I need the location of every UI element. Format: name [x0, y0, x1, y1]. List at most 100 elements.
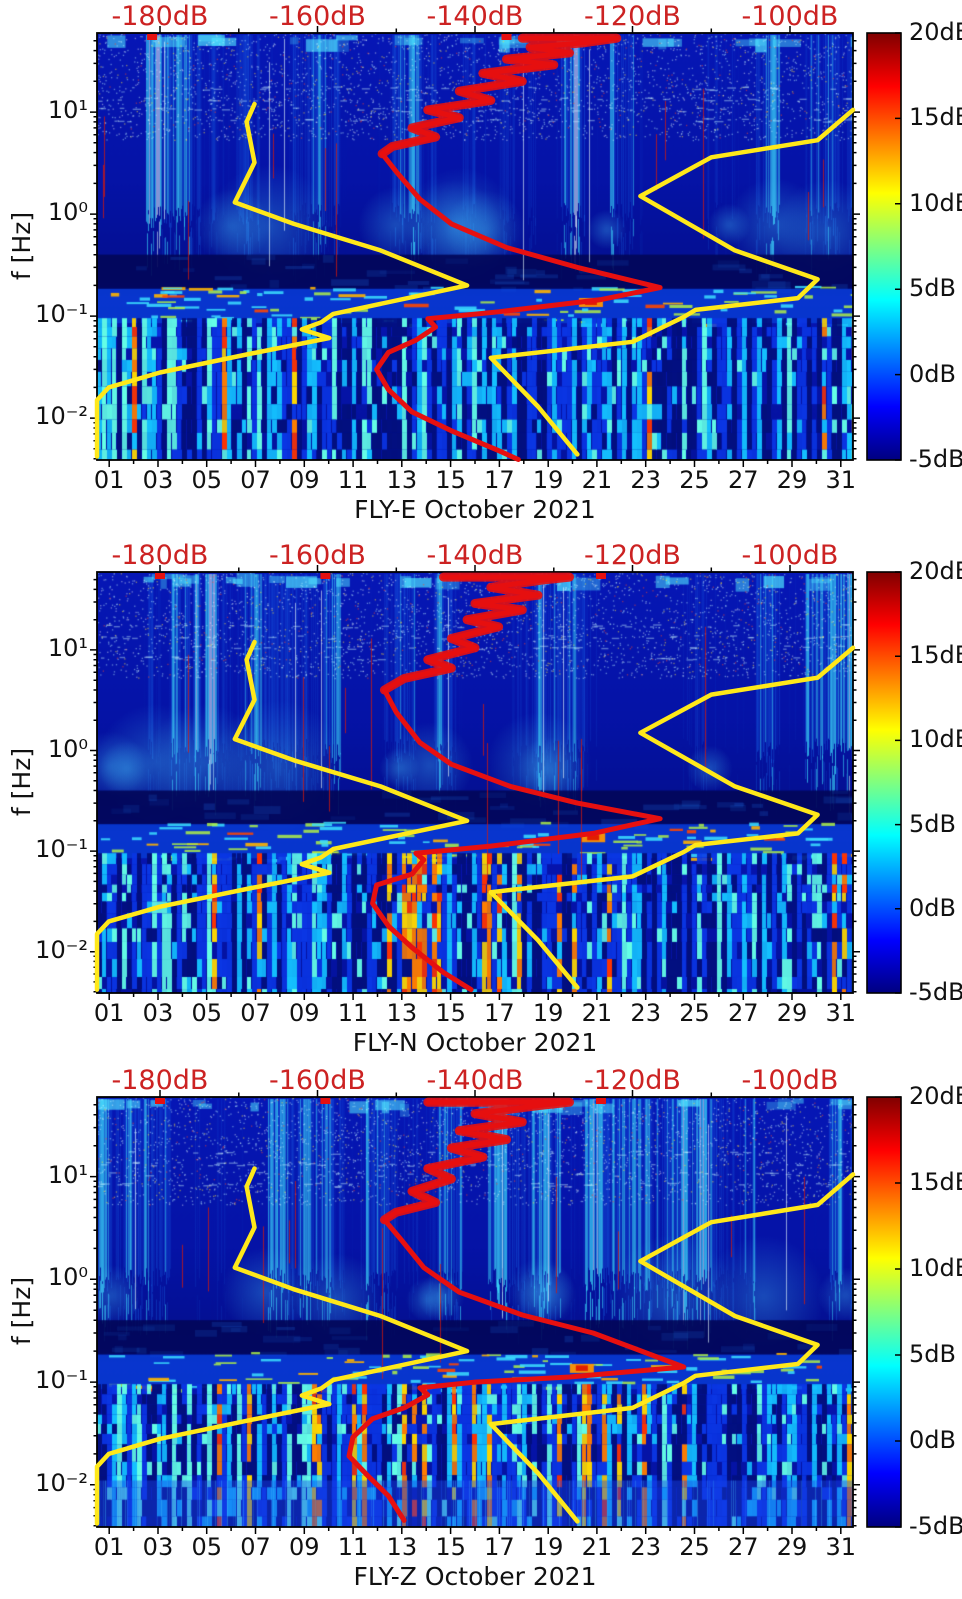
- x-tick-label: 15: [435, 466, 466, 494]
- x-tick-label: 11: [337, 999, 369, 1027]
- y-tick-label: 10⁰: [47, 198, 88, 227]
- x-tick-label: 17: [484, 999, 515, 1027]
- colorbar-tick-label: -5dB: [909, 978, 962, 1006]
- colorbar-tick-label: 15dB: [909, 103, 962, 132]
- colorbar-tick-label: 20dB: [909, 1082, 962, 1110]
- colorbar-tick-label: 20dB: [909, 557, 962, 585]
- x-tick-label: 31: [825, 1533, 857, 1561]
- x-tick-label: 25: [679, 1533, 710, 1561]
- spectrogram-canvas-fly-e: [97, 33, 853, 460]
- top-axis-label: -100dB: [741, 1065, 839, 1096]
- x-tick-label: 19: [532, 1533, 564, 1561]
- x-tick-label: 29: [776, 1533, 808, 1561]
- y-tick-label: 10⁰: [47, 734, 88, 763]
- y-axis-title: f [Hz]: [7, 211, 36, 280]
- colorbar-tick-label: 5dB: [909, 809, 956, 838]
- top-axis-label: -120dB: [584, 1065, 681, 1096]
- top-axis-label: -160dB: [269, 540, 366, 571]
- top-axis-label: -120dB: [584, 540, 681, 571]
- colorbar-tick-label: 0dB: [909, 1426, 956, 1454]
- top-axis-label: -180dB: [111, 1, 209, 32]
- colorbar-fly-z: [867, 1097, 901, 1527]
- x-tick-label: 23: [630, 466, 661, 494]
- x-tick-label: 21: [581, 1533, 613, 1561]
- colorbar-tick-label: 5dB: [909, 1340, 956, 1368]
- x-tick-label: 05: [191, 1533, 222, 1561]
- top-axis-label: -140dB: [426, 1065, 524, 1096]
- x-tick-label: 31: [825, 466, 857, 494]
- top-axis-label: -120dB: [584, 1, 681, 32]
- colorbar-fly-e: [867, 33, 901, 460]
- x-tick-label: 25: [679, 999, 710, 1027]
- x-tick-label: 27: [727, 1533, 759, 1561]
- x-tick-label: 09: [289, 466, 320, 494]
- colorbar-tick-label: 10dB: [909, 725, 962, 754]
- x-tick-label: 21: [581, 466, 613, 494]
- x-tick-label: 09: [289, 999, 320, 1027]
- colorbar-tick-label: 15dB: [909, 641, 962, 670]
- x-tick-label: 05: [191, 466, 222, 494]
- x-tick-label: 23: [630, 999, 661, 1027]
- x-tick-label: 13: [386, 999, 418, 1027]
- x-tick-label: 17: [484, 466, 515, 494]
- x-tick-label: 27: [727, 466, 759, 494]
- x-tick-label: 01: [93, 1533, 125, 1561]
- colorbar-tick-label: 0dB: [909, 359, 956, 388]
- x-tick-label: 13: [386, 466, 418, 494]
- colorbar-tick-label: 20dB: [909, 18, 962, 46]
- colorbar-tick-label: 15dB: [909, 1168, 962, 1196]
- x-tick-label: 01: [93, 466, 125, 494]
- x-tick-label: 17: [484, 1533, 515, 1561]
- x-tick-label: 15: [435, 999, 466, 1027]
- x-tick-label: 09: [289, 1533, 320, 1561]
- top-axis-label: -140dB: [426, 540, 524, 571]
- y-axis-title: f [Hz]: [7, 747, 36, 816]
- colorbar-tick-label: -5dB: [909, 445, 962, 473]
- x-tick-label: 03: [142, 466, 174, 494]
- colorbar-tick-label: 5dB: [909, 274, 956, 303]
- x-tick-label: 19: [532, 466, 564, 494]
- top-axis-label: -180dB: [111, 540, 209, 571]
- x-tick-label: 03: [142, 999, 174, 1027]
- top-axis-label: -100dB: [741, 540, 839, 571]
- x-tick-label: 31: [825, 999, 857, 1027]
- x-tick-label: 27: [727, 999, 759, 1027]
- y-tick-label: 10⁻¹: [35, 300, 88, 329]
- top-axis-label: -100dB: [741, 1, 839, 32]
- x-tick-label: 07: [240, 1533, 271, 1561]
- y-tick-label: 10⁻²: [35, 1468, 88, 1497]
- y-tick-label: 10⁻²: [35, 935, 88, 964]
- x-tick-label: 29: [776, 466, 808, 494]
- y-tick-label: 10⁻¹: [35, 1366, 88, 1395]
- x-axis-title: FLY-E October 2021: [354, 495, 596, 524]
- y-tick-label: 10⁻¹: [35, 835, 88, 864]
- top-axis-label: -160dB: [269, 1, 366, 32]
- x-tick-label: 03: [142, 1533, 174, 1561]
- x-tick-label: 01: [93, 999, 125, 1027]
- top-axis-label: -160dB: [269, 1065, 366, 1096]
- x-tick-label: 25: [679, 466, 710, 494]
- x-tick-label: 11: [337, 466, 369, 494]
- colorbar-tick-label: 10dB: [909, 1254, 962, 1282]
- x-tick-label: 07: [240, 466, 271, 494]
- x-tick-label: 21: [581, 999, 613, 1027]
- colorbar-tick-label: -5dB: [909, 1512, 962, 1540]
- top-axis-label: -140dB: [426, 1, 524, 32]
- x-tick-label: 05: [191, 999, 222, 1027]
- x-tick-label: 15: [435, 1533, 466, 1561]
- colorbar-tick-label: 10dB: [909, 188, 962, 217]
- spectrogram-canvas-fly-z: [97, 1097, 853, 1527]
- colorbar-fly-n: [867, 572, 901, 993]
- y-tick-label: 10¹: [47, 1160, 88, 1189]
- y-tick-label: 10⁰: [47, 1263, 88, 1292]
- colorbar-tick-label: 0dB: [909, 893, 956, 922]
- x-tick-label: 13: [386, 1533, 418, 1561]
- top-axis-label: -180dB: [111, 1065, 209, 1096]
- y-tick-label: 10¹: [47, 96, 88, 125]
- y-tick-label: 10⁻²: [35, 402, 88, 431]
- x-tick-label: 29: [776, 999, 808, 1027]
- y-tick-label: 10¹: [47, 633, 88, 662]
- x-tick-label: 07: [240, 999, 271, 1027]
- x-tick-label: 11: [337, 1533, 369, 1561]
